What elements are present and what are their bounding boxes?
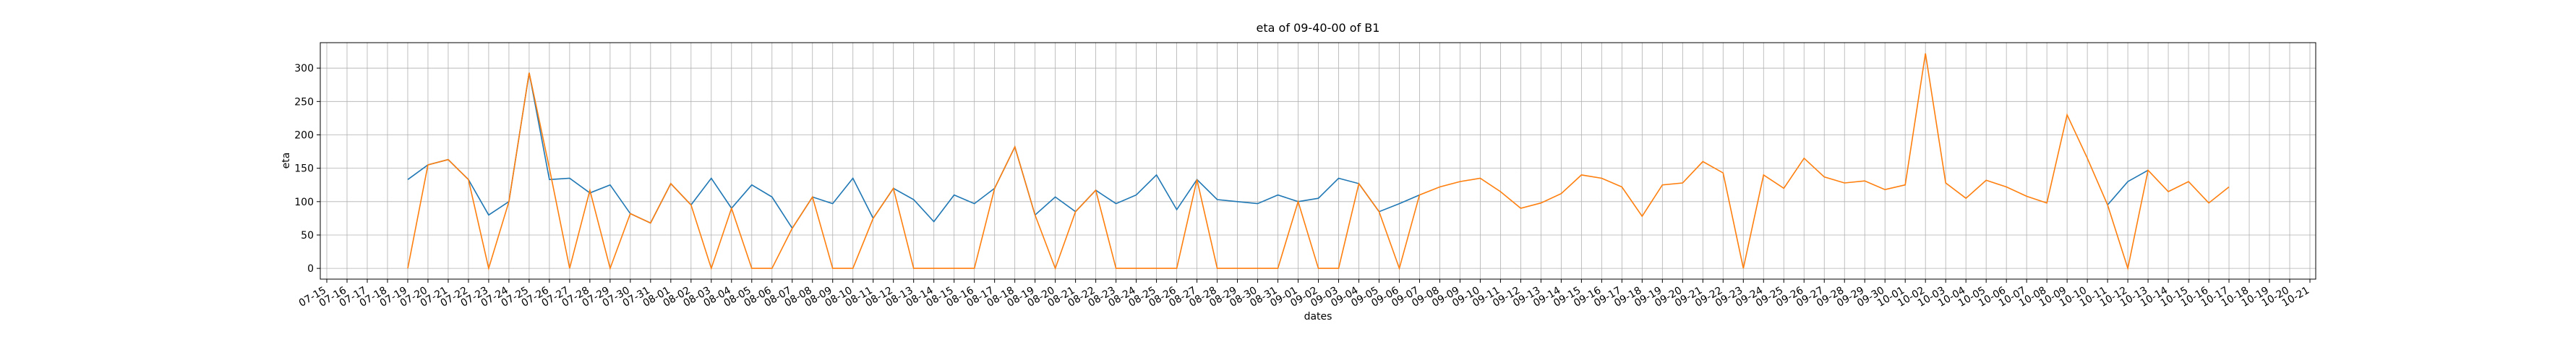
chart-title: eta of 09-40-00 of B1 [1257, 21, 1380, 35]
y-tick-label: 0 [307, 263, 314, 275]
y-tick-label: 200 [294, 129, 314, 141]
data-line [407, 53, 2230, 271]
data-line [2107, 169, 2149, 205]
y-tick-label: 150 [294, 163, 314, 175]
data-line [407, 72, 1420, 230]
y-tick-label: 300 [294, 63, 314, 74]
plot-frame [320, 42, 2316, 280]
y-tick-label: 50 [301, 230, 314, 242]
y-tick-label: 100 [294, 197, 314, 208]
y-tick-label: 250 [294, 96, 314, 108]
y-axis-label: eta [281, 153, 292, 169]
x-axis-label: dates [1304, 311, 1332, 323]
